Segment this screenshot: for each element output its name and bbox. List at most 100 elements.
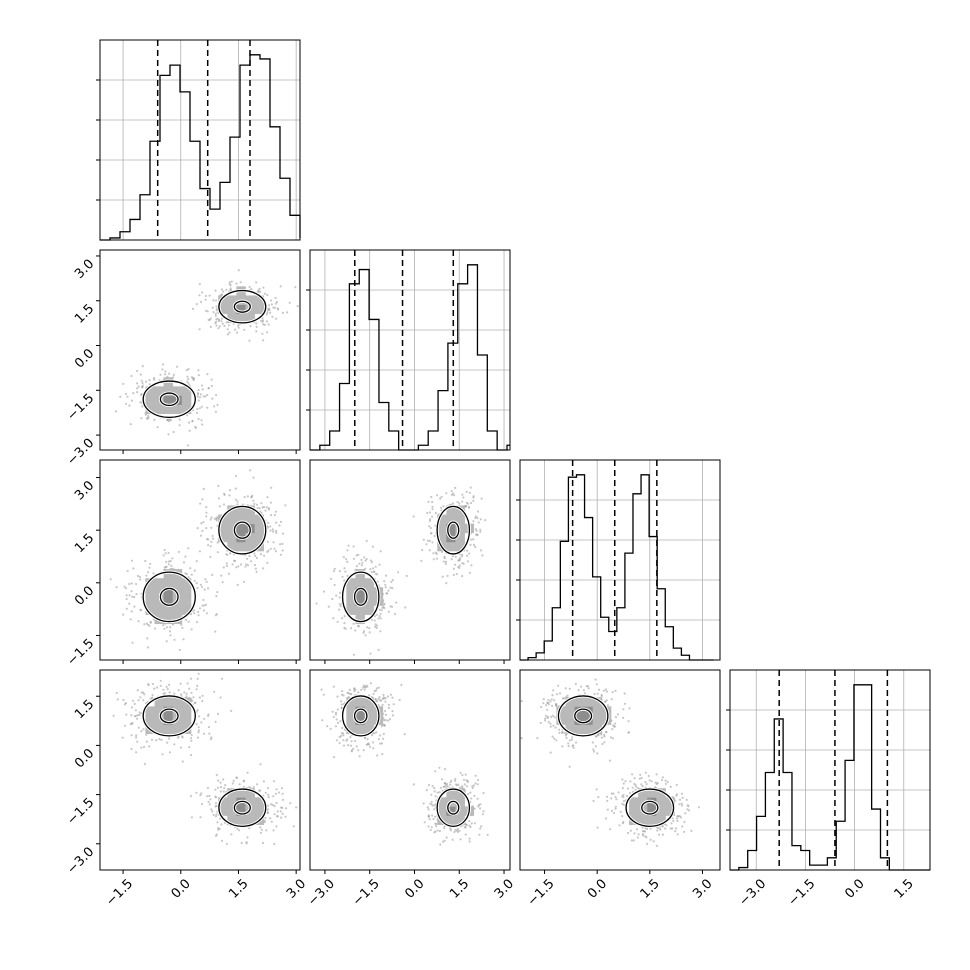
contour-line [233, 300, 251, 313]
scatter-point [137, 726, 140, 729]
scatter-point [469, 543, 472, 546]
scatter-point [435, 552, 438, 556]
scatter-point [129, 618, 132, 621]
density-cell [346, 706, 356, 716]
scatter-point [199, 534, 203, 537]
scatter-point [115, 691, 118, 695]
scatter-point [635, 828, 639, 831]
scatter-point [125, 713, 128, 716]
scatter-point [153, 687, 156, 690]
scatter-point [224, 784, 227, 787]
density-cell [236, 304, 246, 315]
scatter-point [237, 269, 240, 272]
scatter-point [216, 551, 219, 554]
scatter-point [552, 724, 555, 727]
density-4-2-frame [309, 669, 511, 871]
scatter-point [621, 787, 624, 790]
density-cell [455, 806, 465, 816]
scatter-point [326, 725, 329, 728]
scatter-point [443, 827, 446, 830]
scatter-point [281, 806, 284, 810]
scatter-point [346, 549, 349, 552]
scatter-point [261, 841, 264, 845]
scatter-point [220, 574, 223, 577]
scatter-point [322, 693, 325, 696]
scatter-point [341, 726, 344, 730]
scatter-point [186, 414, 189, 417]
scatter-point [148, 566, 151, 569]
scatter-point [597, 734, 600, 737]
scatter-point [384, 700, 387, 703]
density-cell [181, 596, 192, 606]
scatter-point [272, 541, 275, 544]
scatter-point [384, 697, 387, 700]
scatter-point [195, 303, 198, 306]
density-cell [245, 295, 255, 305]
scatter-point [627, 731, 630, 734]
scatter-point [169, 634, 172, 637]
density-cell [647, 815, 657, 825]
scatter-point [382, 605, 385, 608]
scatter-point [473, 807, 476, 810]
scatter-point [225, 288, 228, 291]
scatter-point [451, 838, 454, 841]
scatter-point [198, 696, 201, 699]
scatter-point [204, 395, 207, 398]
scatter-point [181, 626, 184, 630]
hist-4-frame [729, 669, 931, 871]
scatter-point [431, 804, 434, 807]
scatter-point [197, 374, 200, 377]
scatter-point [332, 756, 336, 759]
scatter-point [404, 606, 407, 609]
scatter-point [271, 528, 274, 531]
scatter-point [445, 785, 448, 788]
scatter-point [389, 605, 392, 608]
scatter-point [200, 419, 203, 422]
scatter-point [676, 833, 679, 836]
scatter-point [185, 369, 188, 372]
scatter-point [210, 378, 213, 381]
scatter-point [137, 620, 140, 623]
scatter-point [139, 608, 142, 612]
scatter-point [216, 591, 219, 594]
scatter-point [428, 519, 432, 523]
scatter-point [186, 444, 189, 447]
density-cell [455, 788, 465, 798]
scatter-point [130, 399, 133, 402]
scatter-point [166, 375, 169, 378]
density-cell [574, 724, 585, 735]
scatter-point [463, 783, 466, 786]
scatter-point [622, 782, 625, 785]
scatter-point [321, 719, 324, 722]
scatter-point [201, 388, 204, 391]
scatter-point [342, 744, 346, 747]
scatter-point [206, 786, 209, 790]
scatter-point [124, 392, 128, 395]
scatter-point [206, 795, 209, 798]
contour-line [353, 587, 368, 606]
scatter-point [552, 689, 555, 692]
scatter-point [192, 696, 195, 699]
scatter-point [135, 382, 139, 385]
scatter-point [675, 793, 679, 796]
density-cell [181, 605, 192, 615]
scatter-point [555, 693, 559, 696]
scatter-point [680, 802, 683, 805]
scatter-point [278, 524, 281, 527]
density-cell [236, 514, 246, 525]
scatter-point [135, 736, 138, 739]
contour-line [142, 571, 196, 623]
scatter-point [338, 603, 341, 606]
scatter-point [357, 749, 360, 752]
scatter-point [187, 382, 190, 385]
scatter-point [430, 826, 433, 829]
scatter-point [208, 732, 211, 735]
contour-line [142, 695, 196, 737]
scatter-point [212, 311, 215, 314]
scatter-point [614, 807, 617, 810]
scatter-point [131, 641, 134, 644]
scatter-point [430, 532, 433, 535]
scatter-point [274, 510, 277, 513]
scatter-point [365, 557, 368, 561]
scatter-point [138, 575, 142, 579]
